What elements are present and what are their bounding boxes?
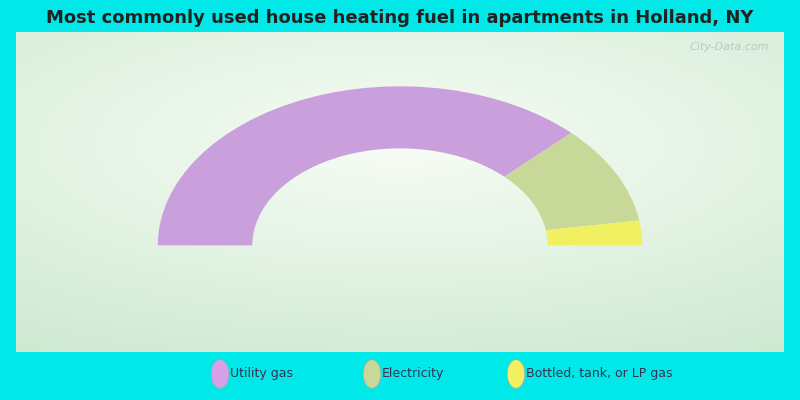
Wedge shape bbox=[546, 220, 642, 245]
Text: Bottled, tank, or LP gas: Bottled, tank, or LP gas bbox=[526, 368, 672, 380]
Ellipse shape bbox=[211, 360, 229, 388]
Wedge shape bbox=[505, 133, 639, 230]
Text: Electricity: Electricity bbox=[382, 368, 444, 380]
Text: City-Data.com: City-Data.com bbox=[690, 42, 770, 52]
Ellipse shape bbox=[507, 360, 525, 388]
Text: Utility gas: Utility gas bbox=[230, 368, 293, 380]
Wedge shape bbox=[158, 86, 571, 245]
Text: Most commonly used house heating fuel in apartments in Holland, NY: Most commonly used house heating fuel in… bbox=[46, 9, 754, 27]
Ellipse shape bbox=[363, 360, 381, 388]
